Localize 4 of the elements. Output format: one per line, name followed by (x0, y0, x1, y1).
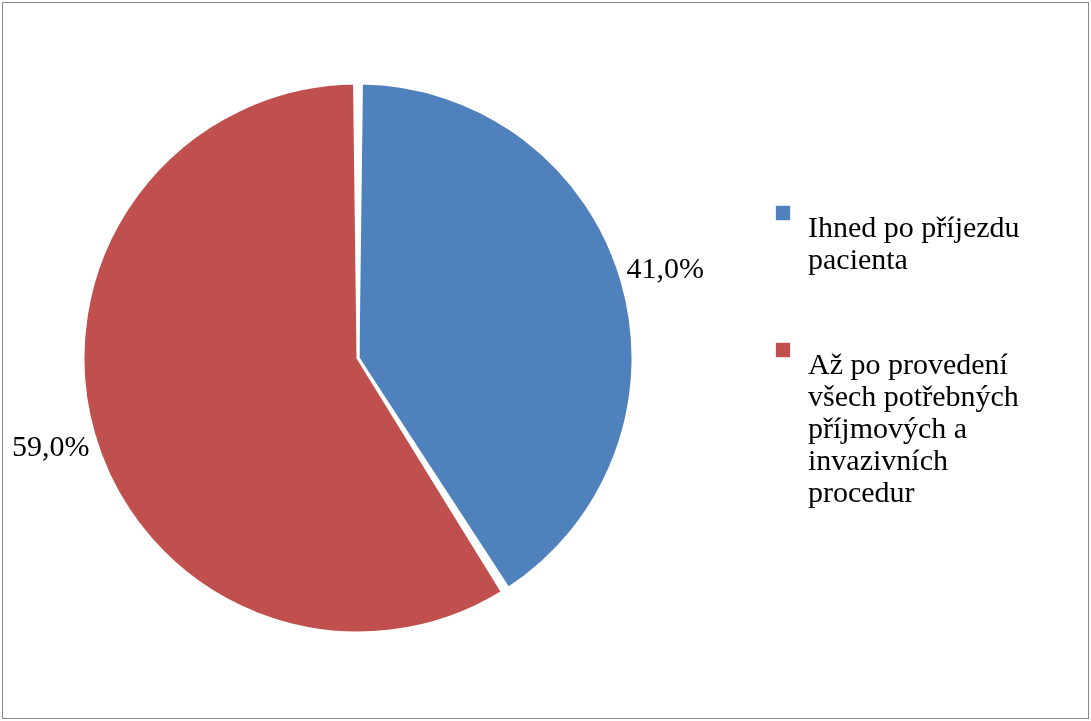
data-label: 41,0% (626, 250, 705, 284)
legend-label: Ihned po příjezdu pacienta (808, 210, 1020, 275)
legend-label: Až po provedení všech potřebných příjmových a invazivních procedur (808, 347, 1019, 508)
data-label: 59,0% (11, 429, 90, 463)
